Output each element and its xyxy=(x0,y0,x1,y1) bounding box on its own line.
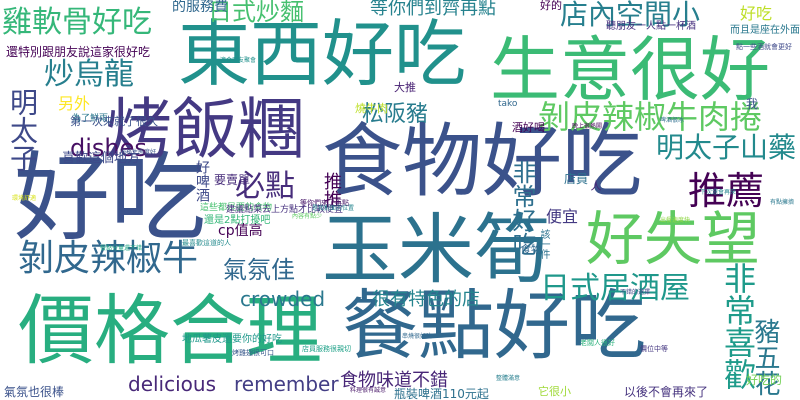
word-shiwu-s: 食物 xyxy=(520,243,542,256)
word-dianyuan: 店員 xyxy=(564,172,589,186)
word-shiwu: 食物好吃 xyxy=(322,115,642,208)
word-cp: cp值高 xyxy=(218,223,263,239)
word-tuijian: 推薦 xyxy=(688,169,765,213)
word-qifen-henbang: 氣氛也很棒 xyxy=(4,385,65,399)
word-tako: tako xyxy=(498,99,518,109)
word-s6: 這些都是要的食物 xyxy=(200,203,273,213)
word-s30: 有點擁擠 xyxy=(770,199,795,206)
word-s7: 地瓜薯皮還要你的好吃 xyxy=(182,334,282,345)
word-s28: 整體滿意 xyxy=(496,375,521,382)
word-s1: 還特別跟朋友說這家很好吃 xyxy=(6,45,151,59)
word-haode: 好的 xyxy=(540,0,562,12)
word-bidian: 必點 xyxy=(235,169,295,204)
word-dongxi: 東西好吃 xyxy=(178,12,467,96)
word-haochi-sm: 好吃 xyxy=(740,4,773,23)
word-jiruangu: 雞軟骨好吃 xyxy=(2,5,152,40)
word-rendian: 人 xyxy=(589,180,602,191)
word-crowded: crowded xyxy=(240,287,326,311)
word-s4: 而且是座在外面 xyxy=(730,25,800,36)
word-s21: 啤酒很冰 xyxy=(660,117,685,124)
word-s15: 店員服務很親切 xyxy=(302,345,351,353)
word-s14: 烤雞翅很可口 xyxy=(232,349,274,357)
word-dishes: dishes xyxy=(70,134,147,162)
word-mingtaizi-shanyao: 明太子山藥 xyxy=(656,131,797,164)
word-shaoniurou: 燒牛肉 xyxy=(355,102,388,115)
word-s17: 老闆人很好 xyxy=(580,339,615,347)
word-wo: 我 xyxy=(746,97,759,111)
word-qifen: 氣氛佳 xyxy=(223,256,295,284)
word-s12: 是我對面的位置 xyxy=(312,205,355,212)
word-xihuan-difang: 喜歡這個地方 xyxy=(62,151,141,166)
word-s16: 料理很有誠意 xyxy=(350,387,387,394)
word-s24: 服務生態度好 xyxy=(120,149,157,156)
word-haochi: 好吃 xyxy=(14,142,206,254)
word-haoqi: 好吃的 xyxy=(746,373,783,387)
word-lingwai: 另外 xyxy=(58,94,91,113)
word-weile: 為了鮮兩 xyxy=(72,114,109,124)
word-kaofan: 烤飯糰 xyxy=(106,91,304,168)
word-bopi-niu: 剝皮辣椒牛 xyxy=(18,238,199,279)
word-s18: 價位中等 xyxy=(640,345,668,353)
word-remember: remember xyxy=(234,372,339,396)
word-feichang-xihuan: 非常喜歡 xyxy=(719,262,757,390)
word-s8: 還是2點打擾吧 xyxy=(204,215,271,226)
word-delicious: delicious xyxy=(128,372,216,396)
word-s9: 建議點菜去上方點才比較便宜 xyxy=(226,205,344,215)
word-shengyi: 生意很好 xyxy=(490,29,770,111)
word-s13: 餐點分量還不錯 xyxy=(100,245,143,252)
word-pingzhuang: 瓶裝啤酒110元起 xyxy=(394,387,489,400)
word-diannei: 店內空間小 xyxy=(560,0,701,31)
word-yihou: 以後不會再來了 xyxy=(624,385,709,399)
word-ta: 它很小 xyxy=(538,385,571,398)
word-s11: 最喜歡這道的人 xyxy=(182,239,231,247)
word-haoshiwang: 好失望 xyxy=(586,205,761,273)
word-haopijiu: 好啤酒 xyxy=(194,160,210,202)
word-shiwu-budui: 食物味道不錯 xyxy=(340,370,448,391)
word-rishi-chaomian: 日式炒麵 xyxy=(208,0,304,26)
word-dituijian: 大推 xyxy=(394,81,416,94)
word-jiuhaohe: 酒好喝 xyxy=(512,121,545,134)
word-s3: 聽朋友一人點一杯酒 xyxy=(606,21,696,32)
word-s2: 第一次來就了很久 xyxy=(70,115,158,128)
word-s26: 內容有點少 xyxy=(292,213,323,220)
word-bianyi: 便宜 xyxy=(546,207,579,226)
word-zhishi: 推推 xyxy=(321,172,342,208)
word-yaoguidan: 要賣單 xyxy=(214,173,251,187)
word-jiage: 價格合理 xyxy=(18,286,322,375)
word-s22: 環境舒適 xyxy=(12,195,37,202)
word-bopi-niurou: 剝皮辣椒牛肉捲 xyxy=(538,98,763,136)
word-s20: 下次還會再來 xyxy=(700,189,737,196)
word-henyou: 很有特色的店 xyxy=(372,289,480,310)
word-fuwufei: 的服務費 xyxy=(172,0,228,15)
word-s27: 串燒很好吃 xyxy=(402,333,433,340)
word-s29: 出餐速度快 xyxy=(660,217,691,224)
word-songban: 松阪豬 xyxy=(362,102,429,127)
word-yumisun: 玉米筍 xyxy=(322,205,550,294)
word-s23: 晚上很熱鬧 xyxy=(572,123,603,130)
word-gaiyijian: 該一件 xyxy=(538,229,549,259)
word-mingtaizi: 明太子 xyxy=(6,88,39,172)
word-candian: 餐點好吃 xyxy=(342,281,646,370)
word-feichang-haochi: 非常好吃 xyxy=(508,160,536,256)
word-s25: 適合朋友聚會 xyxy=(220,57,257,64)
word-chaowulong: 炒烏龍 xyxy=(44,57,134,92)
word-zhuwuhua: 豬五花 xyxy=(750,318,780,396)
word-s19: 不錯的選擇 xyxy=(620,289,651,296)
word-s10: 等你們來了再點 xyxy=(300,199,349,207)
word-rishi-jiuwu: 日式居酒屋 xyxy=(540,271,690,306)
word-s5: 點一些酒就會更好 xyxy=(736,43,792,51)
word-dengni: 等你們到齊再點 xyxy=(370,0,496,19)
